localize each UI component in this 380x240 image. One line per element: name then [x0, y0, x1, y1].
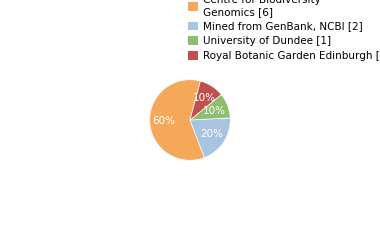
Text: 20%: 20%	[201, 129, 223, 139]
Text: 10%: 10%	[193, 93, 216, 103]
Text: 10%: 10%	[203, 106, 226, 116]
Wedge shape	[190, 95, 230, 120]
Wedge shape	[190, 81, 221, 120]
Wedge shape	[190, 118, 230, 158]
Text: 60%: 60%	[152, 116, 175, 126]
Wedge shape	[150, 80, 204, 160]
Legend: Centre for Biodiversity
Genomics [6], Mined from GenBank, NCBI [2], University o: Centre for Biodiversity Genomics [6], Mi…	[185, 0, 380, 63]
